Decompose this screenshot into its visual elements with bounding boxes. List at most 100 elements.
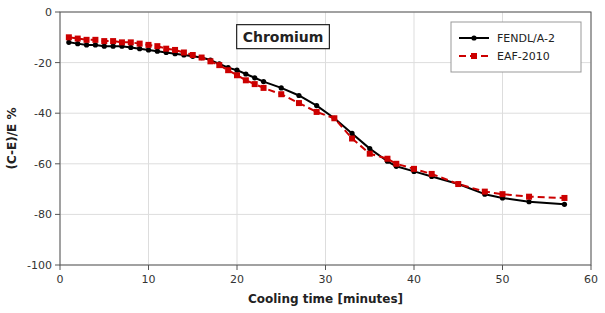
x-axis-label: Cooling time [minutes] bbox=[248, 292, 403, 306]
point bbox=[331, 115, 337, 121]
point bbox=[154, 43, 160, 49]
grid-line bbox=[325, 12, 326, 265]
point bbox=[314, 103, 319, 108]
tick-label: 20 bbox=[230, 273, 244, 286]
point bbox=[429, 171, 435, 177]
point bbox=[243, 71, 248, 76]
point bbox=[296, 93, 301, 98]
point bbox=[128, 45, 133, 50]
point bbox=[234, 72, 240, 78]
point bbox=[216, 62, 222, 68]
point bbox=[455, 181, 461, 187]
point bbox=[482, 189, 488, 195]
point bbox=[137, 46, 142, 51]
point bbox=[66, 34, 72, 40]
tick bbox=[148, 265, 149, 270]
point bbox=[66, 40, 71, 45]
point bbox=[243, 77, 249, 83]
point bbox=[500, 191, 506, 197]
point bbox=[84, 42, 89, 47]
legend-frame bbox=[451, 22, 581, 72]
point bbox=[75, 36, 81, 42]
tick bbox=[60, 265, 61, 270]
point bbox=[93, 42, 98, 47]
plot-frame bbox=[60, 12, 591, 265]
point bbox=[561, 195, 567, 201]
point bbox=[102, 44, 107, 49]
tick-label: -80 bbox=[34, 208, 52, 221]
point bbox=[296, 100, 302, 106]
point bbox=[562, 202, 567, 207]
point bbox=[207, 58, 213, 64]
point bbox=[234, 68, 239, 73]
point bbox=[367, 151, 373, 157]
point bbox=[163, 46, 169, 52]
tick-label: 30 bbox=[319, 273, 333, 286]
point bbox=[384, 156, 390, 162]
point bbox=[119, 39, 125, 45]
tick-label: -60 bbox=[34, 158, 52, 171]
y-axis-label: (C-E)/E % bbox=[5, 107, 19, 169]
annotation-frame bbox=[237, 25, 330, 49]
point bbox=[252, 75, 257, 80]
tick bbox=[55, 265, 60, 266]
point bbox=[146, 47, 151, 52]
annotation: Chromium bbox=[243, 29, 324, 45]
tick-label: 10 bbox=[142, 273, 156, 286]
tick-label: 40 bbox=[407, 273, 421, 286]
point bbox=[190, 52, 196, 58]
point bbox=[146, 42, 152, 48]
annotation-box: Chromium bbox=[237, 25, 330, 49]
tick bbox=[414, 265, 415, 270]
background bbox=[0, 0, 605, 313]
point bbox=[349, 136, 355, 142]
point bbox=[332, 116, 337, 121]
tick bbox=[325, 265, 326, 270]
tick bbox=[55, 214, 60, 215]
axes: 0 10 20 30 40 50 60 0 -20 -40 -60 -80 -100 bbox=[27, 6, 598, 286]
point bbox=[456, 181, 461, 186]
point bbox=[155, 49, 160, 54]
grid bbox=[60, 12, 591, 265]
tick bbox=[55, 12, 60, 13]
tick-label: -40 bbox=[34, 107, 52, 120]
point bbox=[225, 67, 231, 73]
point bbox=[181, 49, 187, 55]
point bbox=[101, 38, 107, 44]
legend-label: FENDL/A-2 bbox=[497, 32, 555, 45]
point bbox=[279, 85, 284, 90]
grid-line bbox=[60, 214, 591, 215]
chart: 0 10 20 30 40 50 60 0 -20 -40 -60 -80 -100 Cooling ti… bbox=[0, 0, 605, 313]
point bbox=[278, 91, 284, 97]
point bbox=[128, 39, 134, 45]
point bbox=[526, 194, 532, 200]
grid-line bbox=[237, 12, 238, 265]
point bbox=[84, 37, 90, 43]
point bbox=[261, 85, 267, 91]
tick-label: 60 bbox=[584, 273, 598, 286]
point bbox=[393, 161, 399, 167]
point bbox=[172, 47, 178, 53]
point bbox=[75, 41, 80, 46]
point bbox=[137, 41, 143, 47]
tick-label: 0 bbox=[57, 273, 64, 286]
tick-label: -100 bbox=[27, 259, 52, 272]
tick bbox=[55, 163, 60, 164]
point bbox=[367, 146, 372, 151]
tick-label: 0 bbox=[45, 6, 52, 19]
point bbox=[110, 38, 116, 44]
legend-marker bbox=[471, 35, 476, 40]
point bbox=[252, 81, 258, 87]
legend-marker bbox=[471, 53, 477, 59]
tick-label: 50 bbox=[496, 273, 510, 286]
grid-line bbox=[60, 163, 591, 164]
tick bbox=[237, 265, 238, 270]
grid-line bbox=[414, 12, 415, 265]
tick bbox=[591, 265, 592, 270]
point bbox=[349, 131, 354, 136]
tick bbox=[55, 62, 60, 63]
point bbox=[314, 109, 320, 115]
tick-label: -20 bbox=[34, 57, 52, 70]
point bbox=[526, 199, 531, 204]
point bbox=[199, 55, 204, 60]
